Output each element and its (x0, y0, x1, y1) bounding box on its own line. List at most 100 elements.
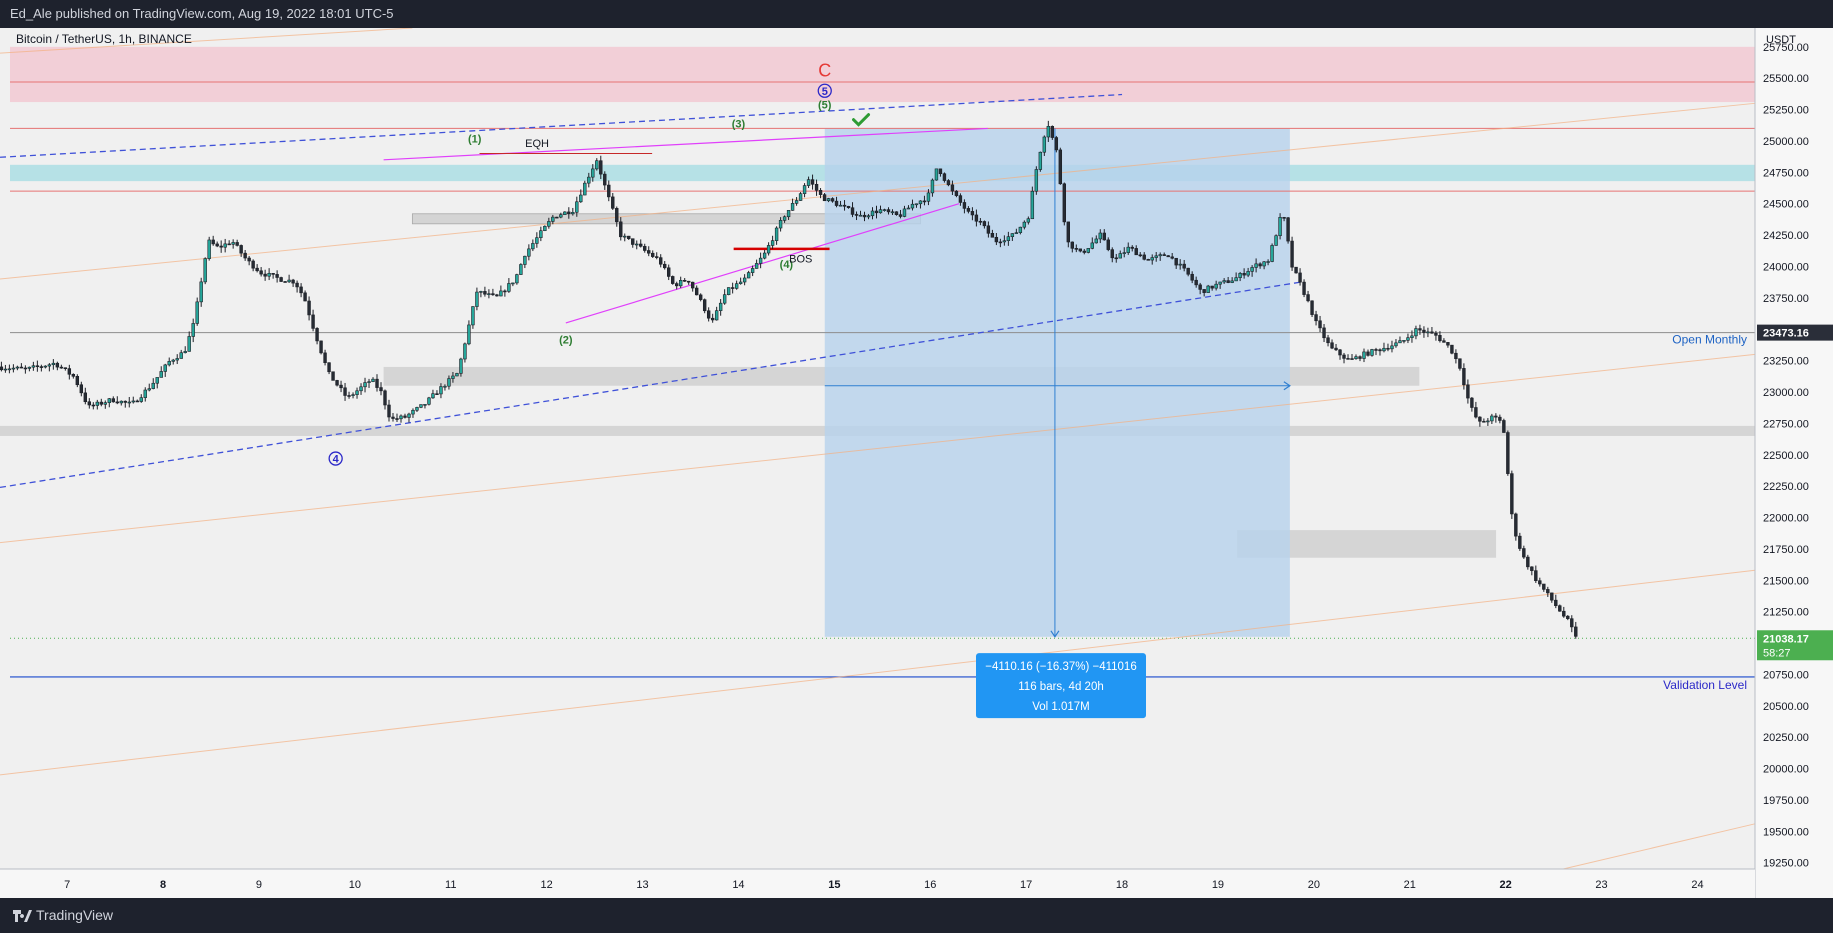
candle-body (690, 281, 695, 289)
candle-body (51, 362, 56, 366)
candle-body (615, 208, 619, 223)
candle-body (718, 302, 723, 311)
price-chart[interactable]: (1) (2) (3) (4) (5) 5 4 C EQH BOS −4110.16 (−16.37… (0, 27, 1833, 898)
candle-body (103, 402, 107, 405)
candle-body (419, 404, 423, 408)
supply-zone[interactable] (10, 46, 1755, 103)
y-tick-label: 24750.00 (1763, 167, 1809, 179)
channel-line[interactable] (0, 569, 1756, 776)
measure-arrow-right-icon (1283, 381, 1291, 391)
footer-brand: TradingView (36, 907, 114, 923)
wedge-lower-line[interactable] (565, 203, 960, 324)
candle-body (1438, 335, 1442, 342)
candle-body (1370, 349, 1374, 356)
checkmark-icon (852, 113, 871, 127)
candle-body (1398, 340, 1402, 344)
candle-body (930, 179, 935, 194)
candle-body (79, 384, 84, 394)
candle-body (1006, 236, 1011, 242)
candle-body (499, 290, 503, 297)
x-tick-label: 24 (1691, 879, 1703, 891)
candle-body (742, 277, 747, 283)
candle-body (303, 292, 307, 302)
eqh-label: EQH (525, 138, 549, 150)
candle-body (1246, 271, 1250, 276)
lower-trendline[interactable] (0, 280, 1305, 489)
candle-body (710, 317, 715, 321)
candle-body (1342, 354, 1346, 359)
channel-line[interactable] (0, 27, 413, 54)
y-tick-label: 22500.00 (1763, 450, 1809, 462)
y-tick-label: 25750.00 (1763, 42, 1809, 54)
x-tick-label: 8 (160, 879, 166, 891)
candle-body (639, 243, 643, 247)
candle-body (1326, 337, 1330, 344)
candle-body (1278, 217, 1282, 237)
candle-body (311, 314, 315, 329)
channel-line[interactable] (0, 102, 1756, 280)
candle-body (275, 274, 279, 278)
wedge-upper-line[interactable] (383, 127, 988, 161)
candle-body (131, 400, 135, 403)
candle-body (1354, 356, 1358, 360)
candle-body (1414, 328, 1418, 337)
channel-line[interactable] (0, 353, 1756, 544)
y-tick-label: 19500.00 (1763, 826, 1809, 838)
candle-body (1358, 356, 1362, 359)
x-tick-label: 7 (64, 879, 70, 891)
candle-body (1018, 226, 1023, 233)
x-tick-label: 15 (828, 879, 840, 891)
candle-body (151, 382, 155, 389)
candle-body (1142, 254, 1146, 260)
candle-body (1402, 340, 1406, 342)
x-tick-label: 19 (1212, 879, 1224, 891)
candle-body (918, 200, 923, 205)
candle-body (726, 287, 731, 295)
candle-body (1138, 254, 1142, 257)
x-tick-label: 14 (732, 879, 744, 891)
candle-body (199, 281, 203, 303)
candle-body (1374, 349, 1378, 351)
time-axis[interactable] (0, 869, 1755, 898)
x-tick-label: 18 (1116, 879, 1128, 891)
candle-body (1050, 126, 1055, 138)
candle-body (195, 301, 199, 324)
candle-body (351, 394, 355, 396)
candle-body (1042, 136, 1047, 153)
candle-body (675, 283, 679, 287)
candle-body (631, 238, 635, 245)
channel-line[interactable] (1563, 823, 1756, 870)
chart-frame: (1) (2) (3) (4) (5) 5 4 C EQH BOS −4110.16 (−16.37… (0, 27, 1833, 898)
candle-body (1546, 589, 1550, 594)
candle-body (263, 273, 267, 277)
price-axis[interactable] (1755, 28, 1833, 898)
candle-body (826, 198, 831, 202)
y-tick-label: 25000.00 (1763, 136, 1809, 148)
candle-body (243, 252, 247, 259)
candle-body (495, 294, 499, 297)
candle-body (694, 287, 699, 296)
candle-body (834, 200, 839, 206)
candle-body (187, 336, 191, 352)
candle-body (758, 257, 763, 264)
y-tick-label: 20500.00 (1763, 701, 1809, 713)
candle-body (1106, 239, 1110, 250)
candle-body (994, 236, 999, 243)
x-tick-label: 22 (1500, 879, 1512, 891)
open-monthly-label: Open Monthly (1672, 333, 1747, 347)
y-tick-label: 24500.00 (1763, 199, 1809, 211)
candle-body (235, 242, 239, 246)
candle-body (686, 280, 691, 283)
candle-body (647, 250, 651, 254)
measure-box[interactable] (824, 128, 1290, 637)
candle-body (655, 256, 659, 258)
candle-body (1486, 420, 1490, 423)
upper-trendline[interactable] (0, 93, 1123, 158)
candle-body (854, 214, 859, 216)
candle-body (439, 386, 443, 395)
candle-body (1378, 349, 1382, 352)
candle-body (830, 198, 835, 202)
x-tick-label: 9 (256, 879, 262, 891)
candle-body (790, 203, 795, 211)
candle-body (1522, 548, 1526, 558)
